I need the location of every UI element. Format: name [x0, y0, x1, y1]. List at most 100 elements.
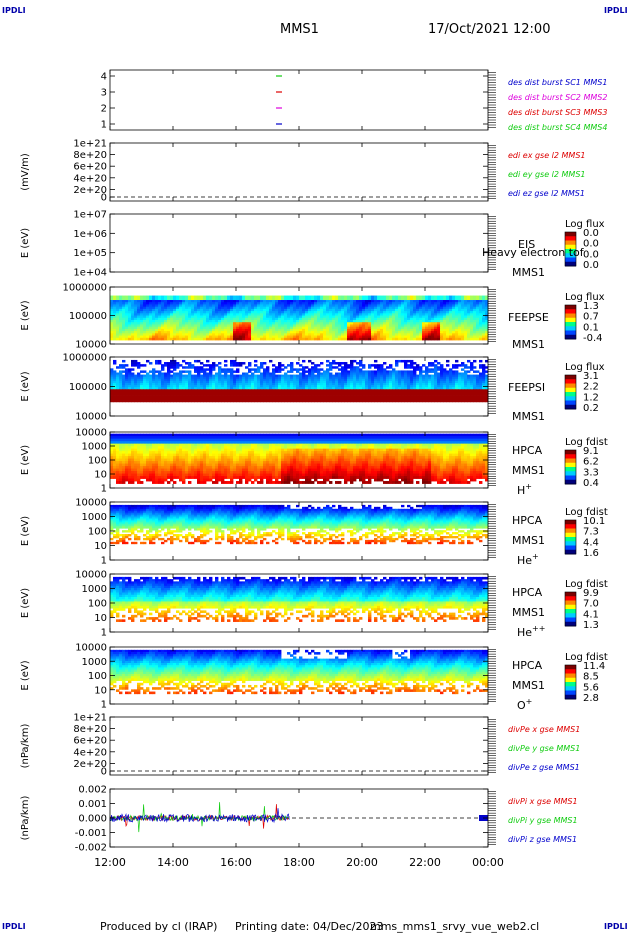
spectrogram-cell	[287, 300, 291, 303]
spectrogram-cell	[338, 306, 342, 310]
spectrogram-cell	[113, 315, 117, 319]
spectrogram-cell	[296, 311, 300, 314]
spectrogram-cell	[440, 295, 444, 299]
spectrogram-cell	[149, 331, 153, 334]
spectrogram-cell	[188, 322, 192, 325]
spectrogram-cell	[449, 304, 453, 308]
spectrogram-cell	[200, 370, 204, 373]
spectrogram-cell	[461, 300, 465, 303]
spectrogram-cell	[404, 317, 408, 321]
spectrogram-cell	[188, 308, 192, 312]
spectrogram-cell	[335, 297, 339, 301]
spectrogram-cell	[143, 328, 147, 332]
spectrogram-cell	[458, 315, 462, 319]
spectrogram-cell	[236, 304, 240, 308]
spectrogram-cell	[278, 313, 282, 316]
spectrogram-cell	[224, 311, 228, 314]
spectrogram-cell	[164, 331, 168, 334]
spectrogram-cell	[200, 331, 204, 334]
spectrogram-cell	[296, 306, 300, 310]
spectrogram-cell	[302, 304, 306, 308]
spectrogram-cell	[335, 317, 339, 321]
spectrogram-cell	[146, 399, 150, 403]
spectrogram-cell	[161, 320, 165, 323]
spectrogram-cell	[353, 317, 357, 321]
spectrogram-cell	[131, 326, 135, 330]
spectrogram-cell	[419, 313, 423, 316]
spectrogram-cell	[458, 326, 462, 330]
spectrogram-cell	[152, 335, 156, 339]
spectrogram-cell	[215, 297, 219, 301]
spectrogram-cell	[161, 295, 165, 299]
spectrogram-cell	[305, 324, 309, 328]
spectrogram-cell	[215, 326, 219, 330]
spectrogram-cell	[242, 328, 246, 332]
spectrogram-cell	[284, 322, 288, 325]
spectrogram-cell	[293, 313, 297, 316]
spectrogram-cell	[446, 335, 450, 339]
y-tick-label: 10000	[75, 340, 107, 351]
spectrogram-cell	[170, 370, 174, 373]
spectrogram-cell	[230, 320, 234, 323]
spectrogram-cell	[272, 399, 276, 403]
spectrogram-cell	[344, 311, 348, 314]
spectrogram-cell	[305, 297, 309, 301]
spectrogram-cell	[263, 302, 267, 305]
spectrogram-cell	[311, 302, 315, 305]
spectrogram-cell	[410, 302, 414, 305]
spectrogram-cell	[296, 362, 300, 365]
spectrogram-cell	[200, 313, 204, 316]
spectrogram-cell	[137, 324, 141, 328]
spectrogram-cell	[185, 324, 189, 328]
spectrogram-cell	[422, 326, 426, 330]
spectrogram-cell	[146, 328, 150, 332]
spectrogram-cell	[152, 297, 156, 301]
spectrogram-cell	[212, 368, 216, 371]
spectrogram-cell	[176, 328, 180, 332]
spectrogram-cell	[314, 315, 318, 319]
spectrogram-cell	[179, 322, 183, 325]
spectrogram-cell	[428, 300, 432, 303]
spectrogram-cell	[455, 295, 459, 299]
spectrogram-cell	[113, 399, 117, 403]
spectrogram-cell	[332, 311, 336, 314]
spectrogram-cell	[320, 337, 324, 341]
spectrogram-cell	[134, 308, 138, 312]
spectrogram-cell	[245, 324, 249, 328]
spectrogram-cell	[476, 295, 480, 299]
spectrogram-cell	[221, 328, 225, 332]
spectrogram-cell	[437, 335, 441, 339]
spectrogram-cell	[482, 328, 486, 332]
spectrogram-cell	[149, 328, 153, 332]
spectrogram-cell	[158, 302, 162, 305]
spectrogram-cell	[380, 337, 384, 341]
spectrogram-cell	[146, 331, 150, 334]
spectrogram-cell	[215, 313, 219, 316]
spectrogram-cell	[383, 311, 387, 314]
spectrogram-cell	[470, 328, 474, 332]
spectrogram-cell	[380, 331, 384, 334]
spectrogram-cell	[164, 433, 168, 437]
spectrogram-cell	[158, 317, 162, 321]
spectrogram-cell	[233, 297, 237, 301]
spectrogram-cell	[233, 311, 237, 314]
spectrogram-cell	[257, 295, 261, 299]
spectrogram-cell	[134, 300, 138, 303]
colorbar-tick-label: 0.7	[583, 312, 599, 323]
spectrogram-cell	[419, 399, 423, 403]
spectrogram-cell	[200, 302, 204, 305]
spectrogram-cell	[347, 295, 351, 299]
spectrogram-cell	[425, 313, 429, 316]
spectrogram-cell	[311, 322, 315, 325]
spectrogram-cell	[122, 366, 126, 369]
spectrogram-cell	[110, 322, 114, 325]
spectrogram-cell	[185, 313, 189, 316]
spectrogram-cell	[266, 295, 270, 299]
colorbar-segment	[565, 375, 576, 380]
spectrogram-cell	[188, 313, 192, 316]
spectrogram-cell	[197, 322, 201, 325]
spectrogram-cell	[119, 320, 123, 323]
spectrogram-cell	[245, 308, 249, 312]
spectrogram-cell	[230, 297, 234, 301]
spectrogram-cell	[149, 311, 153, 314]
